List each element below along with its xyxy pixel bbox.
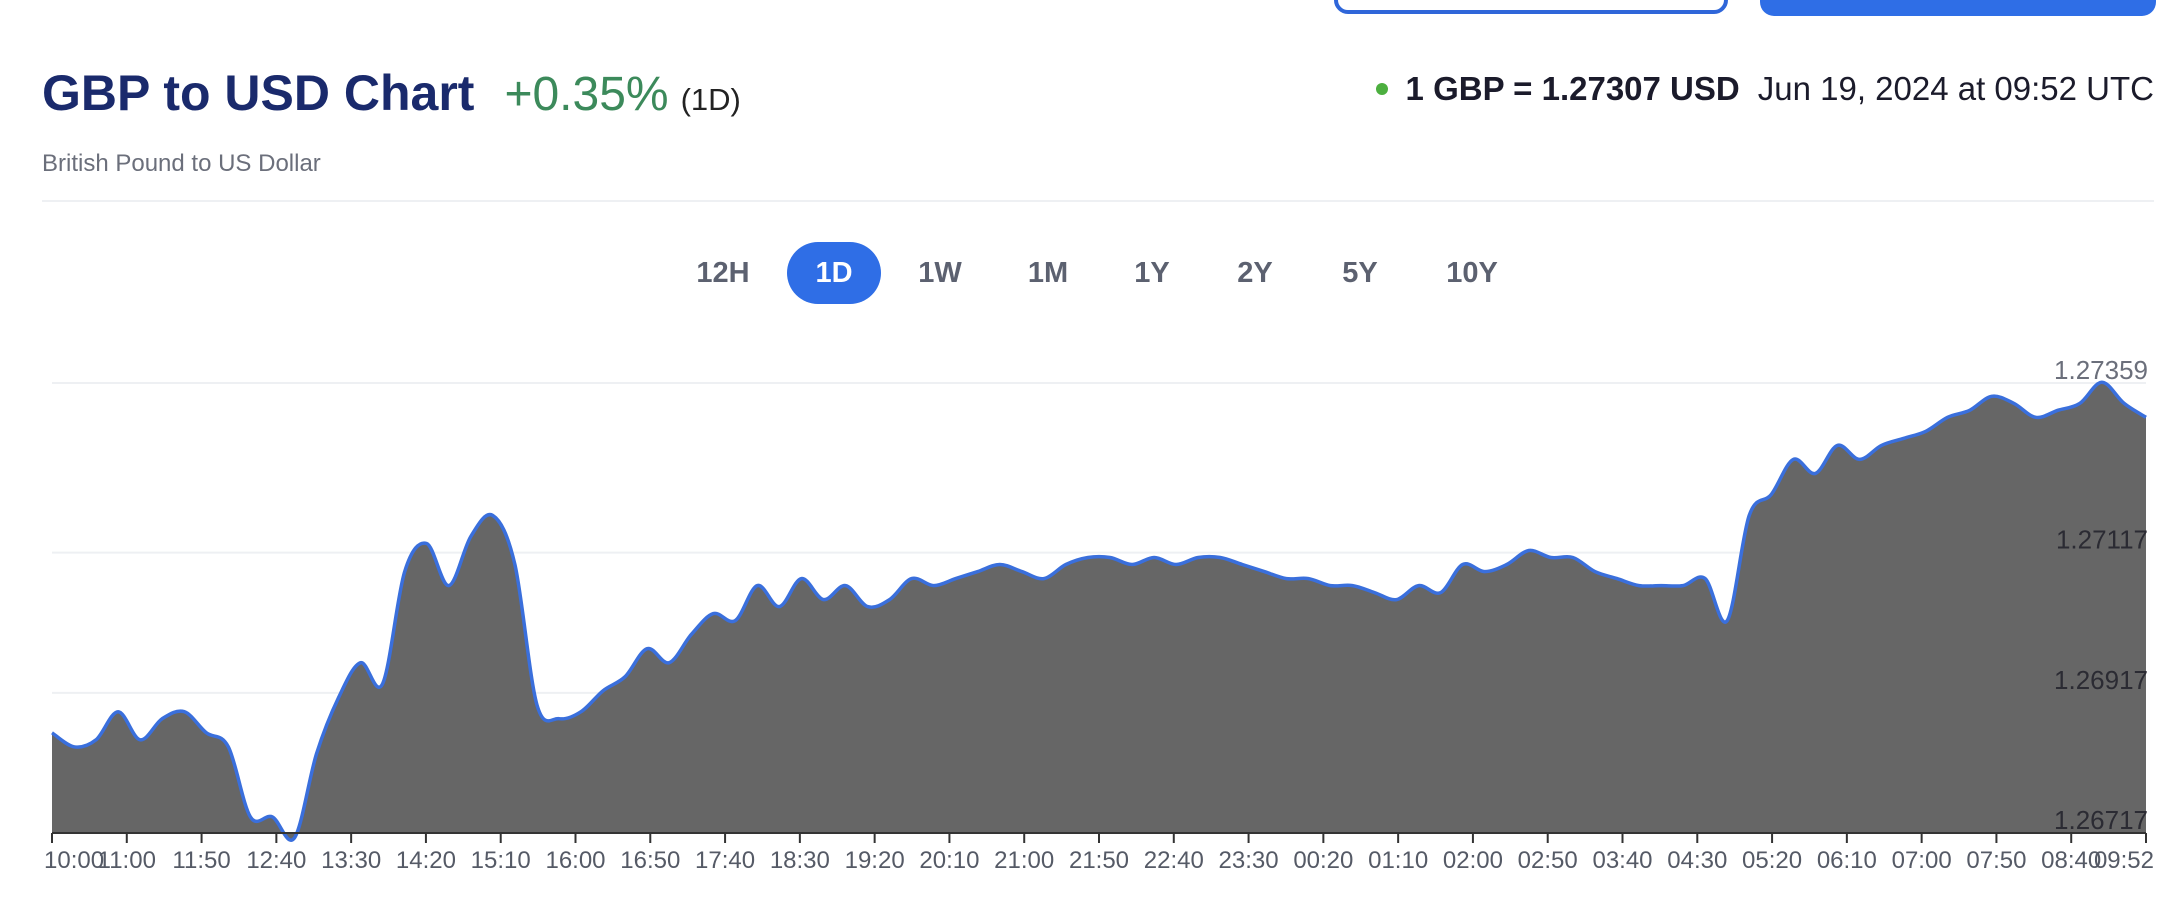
tab-1w[interactable]: 1W [918, 257, 962, 289]
rate-timestamp: Jun 19, 2024 at 09:52 UTC [1757, 70, 2154, 107]
x-tick-label: 21:00 [994, 847, 1054, 874]
x-tick-label: 16:50 [620, 847, 680, 874]
x-tick-label: 17:40 [695, 847, 755, 874]
tab-12h[interactable]: 12H [696, 257, 750, 289]
change-percent: +0.35% [504, 68, 669, 121]
x-tick-label: 16:00 [545, 847, 605, 874]
tab-2y[interactable]: 2Y [1237, 257, 1273, 289]
series-area [52, 382, 2146, 841]
top-primary-button[interactable] [1760, 0, 2156, 16]
x-tick-label: 05:20 [1742, 847, 1802, 874]
period-tabs: 12H 1D 1W 1M 1Y 2Y 5Y 10Y [0, 242, 2176, 304]
top-outline-button[interactable] [1334, 0, 1728, 14]
title-row: GBP to USD Chart +0.35% (1D) [42, 64, 741, 122]
rate-value: 1 GBP = 1.27307 USD [1405, 70, 1740, 107]
x-tick-label: 11:00 [98, 847, 156, 874]
tab-1m[interactable]: 1M [1027, 257, 1069, 289]
y-tick-label: 1.27117 [2056, 525, 2148, 555]
change-period: (1D) [680, 82, 741, 117]
x-tick-label: 18:30 [770, 847, 830, 874]
x-tick-label: 08:40 [2041, 847, 2101, 874]
x-tick-label: 10:00 [44, 847, 104, 874]
x-tick-label: 02:00 [1443, 847, 1503, 874]
x-tick-label: 03:40 [1592, 847, 1652, 874]
header-divider [42, 200, 2154, 202]
x-tick-label: 20:10 [919, 847, 979, 874]
x-tick-label: 15:10 [471, 847, 531, 874]
x-tick-label: 04:30 [1667, 847, 1727, 874]
x-tick-label: 02:50 [1518, 847, 1578, 874]
x-tick-label: 06:10 [1817, 847, 1877, 874]
page-title: GBP to USD Chart [42, 65, 475, 121]
x-tick-label: 22:40 [1144, 847, 1204, 874]
x-tick-label: 21:50 [1069, 847, 1129, 874]
tab-1y[interactable]: 1Y [1134, 257, 1170, 289]
x-tick-label: 01:10 [1368, 847, 1428, 874]
tab-5y[interactable]: 5Y [1342, 257, 1378, 289]
x-tick-label: 11:50 [172, 847, 230, 874]
x-tick-label: 14:20 [396, 847, 456, 874]
series-line [50, 380, 2147, 842]
x-tick-label: 07:50 [1966, 847, 2026, 874]
x-tick-label: 13:30 [321, 847, 381, 874]
x-tick-label: 09:52 [2094, 847, 2154, 874]
page-subtitle: British Pound to US Dollar [42, 150, 321, 177]
y-tick-label: 1.27359 [2054, 355, 2148, 385]
x-tick-label: 19:20 [845, 847, 905, 874]
y-tick-label: 1.26717 [2054, 805, 2148, 835]
tab-1d[interactable]: 1D [787, 242, 881, 304]
x-tick-label: 23:30 [1219, 847, 1279, 874]
y-tick-label: 1.26917 [2054, 665, 2148, 695]
live-status-dot-icon [1375, 83, 1388, 95]
current-rate: 1 GBP = 1.27307 USD Jun 19, 2024 at 09:5… [1375, 70, 2154, 108]
tab-10y[interactable]: 10Y [1446, 257, 1498, 289]
x-tick-label: 00:20 [1293, 847, 1353, 874]
x-tick-label: 12:40 [246, 847, 306, 874]
x-tick-label: 07:00 [1892, 847, 1952, 874]
